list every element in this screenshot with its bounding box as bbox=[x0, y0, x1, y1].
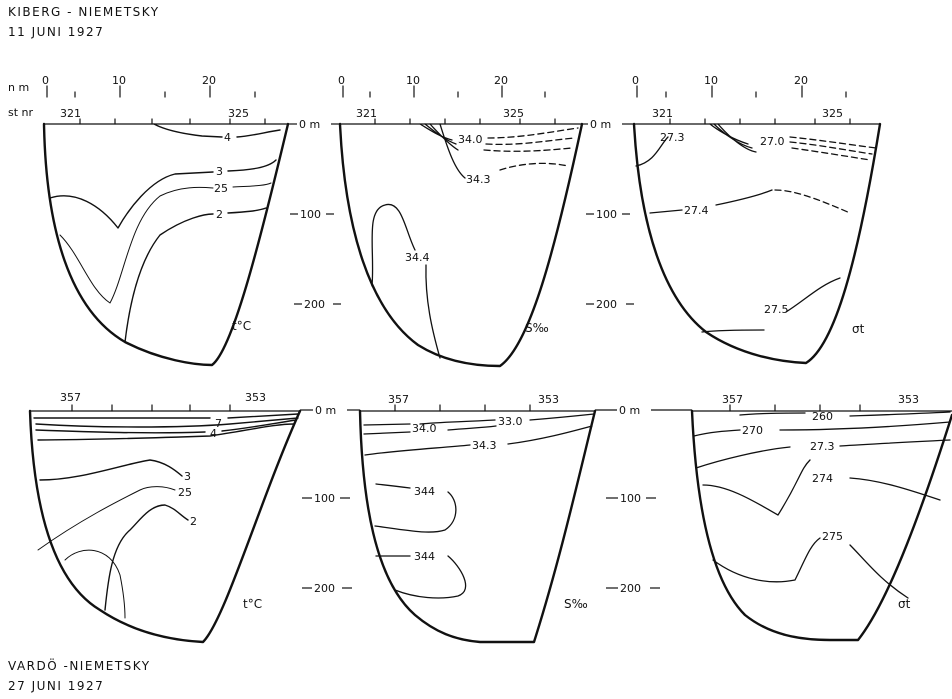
depth-label: 0 m bbox=[299, 118, 320, 131]
isolines-top-density bbox=[635, 123, 877, 333]
section-date-top: 11 JUNI 1927 bbox=[8, 25, 105, 39]
distance-tick: 10 bbox=[112, 74, 126, 87]
basin-outline-bottom-temperature bbox=[28, 409, 302, 644]
depth-label: 0 m bbox=[590, 118, 611, 131]
distance-tick: 0 bbox=[42, 74, 49, 87]
depth-label: 200 bbox=[314, 582, 335, 595]
depth-label: 200 bbox=[304, 298, 325, 311]
station-axis-bottom bbox=[29, 404, 952, 412]
depth-label: 100 bbox=[620, 492, 641, 505]
depth-label: 100 bbox=[596, 208, 617, 221]
isoline-label: 25 bbox=[178, 486, 192, 499]
unit-label-salinity: S‰ bbox=[564, 597, 588, 611]
isoline-label: 3 bbox=[216, 165, 223, 178]
caption-vardo: VARDÖ -NIEMETSKY 27 JUNI 1927 bbox=[8, 656, 151, 696]
station-label: 321 bbox=[356, 107, 377, 120]
caption-kiberg: KIBERG - NIEMETSKY 11 JUNI 1927 bbox=[8, 2, 160, 42]
unit-label-density: σt bbox=[898, 597, 911, 611]
unit-label-salinity: S‰ bbox=[525, 321, 549, 335]
isoline-label: 34.3 bbox=[472, 439, 497, 452]
depth-label: 200 bbox=[620, 582, 641, 595]
isolines-top-temperature bbox=[49, 123, 281, 343]
isoline-label: 27.5 bbox=[764, 303, 789, 316]
isoline-label: 34.4 bbox=[405, 251, 430, 264]
unit-label-density: σt bbox=[852, 322, 865, 336]
distance-tick: 0 bbox=[338, 74, 345, 87]
depth-label: 100 bbox=[300, 208, 321, 221]
depth-label: 200 bbox=[596, 298, 617, 311]
isoline-label: 2 bbox=[190, 515, 197, 528]
isoline-label: 344 bbox=[414, 550, 435, 563]
station-label: 321 bbox=[60, 107, 81, 120]
distance-tick: 20 bbox=[794, 74, 808, 87]
isoline-label: 344 bbox=[414, 485, 435, 498]
isoline-label: 270 bbox=[742, 424, 763, 437]
distance-tick: 20 bbox=[202, 74, 216, 87]
isolines-bottom-density bbox=[693, 411, 951, 599]
isoline-label: 27.0 bbox=[760, 135, 785, 148]
isoline-label: 4 bbox=[224, 131, 231, 144]
isolines-top-salinity bbox=[371, 123, 579, 359]
isoline-label: 34.3 bbox=[466, 173, 491, 186]
unit-label-temperature: t°C bbox=[243, 597, 262, 611]
st-axis-label: st nr bbox=[8, 106, 34, 119]
basin-outline-bottom-salinity bbox=[358, 409, 597, 644]
station-label: 321 bbox=[652, 107, 673, 120]
isoline-label: 260 bbox=[812, 410, 833, 423]
distance-tick: 20 bbox=[494, 74, 508, 87]
isoline-label: 34.0 bbox=[458, 133, 483, 146]
isoline-label: 25 bbox=[214, 182, 228, 195]
nm-axis-label: n m bbox=[8, 81, 29, 94]
station-label: 353 bbox=[245, 391, 266, 404]
isoline-label: 4 bbox=[210, 427, 217, 440]
isoline-label: 3 bbox=[184, 470, 191, 483]
isoline-label: 275 bbox=[822, 530, 843, 543]
isoline-label: 2 bbox=[216, 208, 223, 221]
station-label: 353 bbox=[898, 393, 919, 406]
distance-tick: 10 bbox=[406, 74, 420, 87]
basin-outline-top-salinity bbox=[338, 122, 584, 368]
isoline-label: 34.0 bbox=[412, 422, 437, 435]
distance-scale-top bbox=[46, 85, 847, 98]
station-label: 325 bbox=[503, 107, 524, 120]
isoline-label: 33.0 bbox=[498, 415, 523, 428]
section-date-bottom: 27 JUNI 1927 bbox=[8, 679, 105, 693]
section-title-top: KIBERG - NIEMETSKY bbox=[8, 5, 160, 19]
isoline-label: 27.4 bbox=[684, 204, 709, 217]
station-label: 325 bbox=[228, 107, 249, 120]
depth-label: 100 bbox=[314, 492, 335, 505]
isoline-label: 274 bbox=[812, 472, 833, 485]
distance-tick: 10 bbox=[704, 74, 718, 87]
depth-label: 0 m bbox=[619, 404, 640, 417]
station-label: 357 bbox=[388, 393, 409, 406]
distance-tick: 0 bbox=[632, 74, 639, 87]
isolines-bottom-salinity bbox=[363, 413, 595, 599]
isoline-label: 27.3 bbox=[660, 131, 685, 144]
depth-label: 0 m bbox=[315, 404, 336, 417]
depth-dash-markers bbox=[288, 123, 692, 589]
section-title-bottom: VARDÖ -NIEMETSKY bbox=[8, 659, 151, 673]
isoline-label: 27.3 bbox=[810, 440, 835, 453]
isoline-label: 7 bbox=[215, 417, 222, 430]
station-label: 353 bbox=[538, 393, 559, 406]
basin-outline-bottom-density bbox=[690, 409, 952, 642]
station-label: 357 bbox=[60, 391, 81, 404]
station-label: 325 bbox=[822, 107, 843, 120]
station-label: 357 bbox=[722, 393, 743, 406]
unit-label-temperature: t°C bbox=[232, 319, 251, 333]
basin-outline-top-density bbox=[632, 122, 882, 365]
isolines-bottom-temperature bbox=[33, 413, 299, 619]
station-axis-top bbox=[43, 118, 881, 125]
basin-outline-top-temperature bbox=[42, 122, 290, 367]
